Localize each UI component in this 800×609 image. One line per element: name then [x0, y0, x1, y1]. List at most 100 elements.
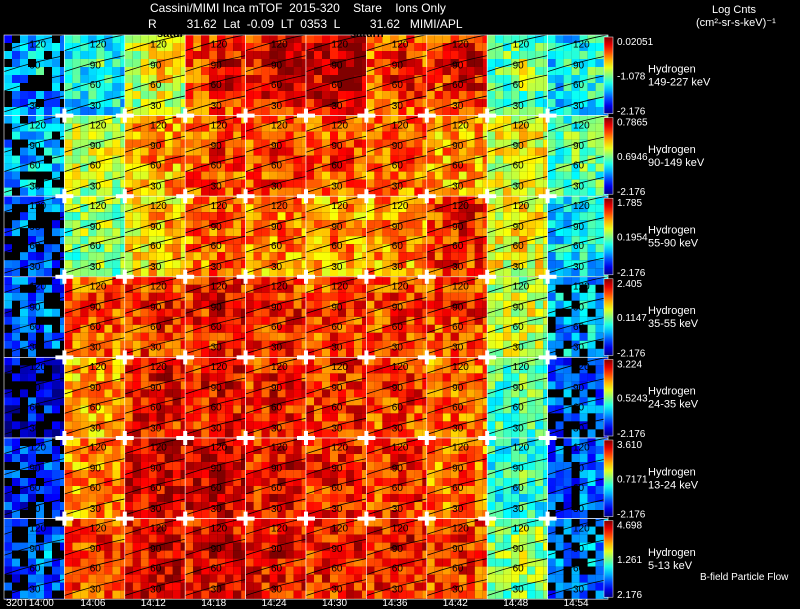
cross-marker: [364, 189, 369, 204]
contour-label: 120: [271, 523, 288, 534]
contour-line: [547, 34, 609, 52]
contour-line: [547, 114, 609, 132]
cross-marker: [364, 431, 369, 445]
contour-label: 120: [331, 40, 348, 51]
contour-label: 120: [392, 362, 409, 373]
contour-label: 90: [331, 141, 343, 152]
contour-label: 60: [90, 161, 102, 172]
heatmap-cell: [306, 196, 367, 277]
cross-marker: [243, 108, 248, 123]
contour-line: [3, 55, 65, 73]
contour-label: 60: [452, 241, 464, 252]
contour-label: 120: [331, 120, 348, 131]
contour-line: [487, 396, 548, 414]
contour-label: 90: [29, 141, 41, 152]
contour-line: [305, 176, 367, 193]
x-tick-label: 14:48: [503, 598, 528, 609]
legend-title: Log Cnts: [712, 4, 757, 16]
contour-label: 30: [271, 101, 283, 112]
colorbar-min: -2.176: [617, 348, 646, 359]
contour-line: [366, 458, 427, 476]
contour-line: [547, 195, 609, 213]
contour-line: [185, 176, 246, 193]
contour-line: [245, 55, 307, 73]
colorbar-mid: -1.078: [617, 71, 646, 82]
colorbar-max: 2.405: [617, 279, 642, 290]
cross-marker: [243, 189, 248, 204]
contour-label: 30: [513, 423, 525, 434]
contour-label: 120: [331, 443, 348, 454]
contour-line: [305, 417, 367, 435]
x-tick-label: 14:54: [564, 598, 589, 609]
contour-label: 30: [150, 504, 162, 515]
contour-line: [124, 235, 186, 253]
energy-label: 149-227 keV: [648, 76, 711, 88]
contour-label: 60: [452, 483, 464, 494]
contour-line: [305, 135, 367, 153]
contour-line: [426, 316, 488, 334]
cross-marker: [424, 350, 429, 365]
contour-line: [124, 377, 186, 395]
contour-line: [547, 176, 609, 193]
contour-label: 120: [573, 443, 590, 454]
contour-label: 60: [392, 161, 404, 172]
contour-label: 120: [211, 362, 228, 373]
contour-label: 30: [90, 343, 102, 354]
contour-label: 90: [150, 383, 162, 394]
contour-line: [366, 477, 427, 495]
cross-marker: [364, 269, 369, 284]
contour-line: [185, 477, 246, 495]
contour-line: [185, 558, 246, 575]
contour-line: [245, 558, 307, 575]
contour-label: 60: [573, 322, 585, 333]
contour-label: 120: [271, 120, 288, 131]
contour-label: 120: [392, 201, 409, 212]
contour-label: 60: [29, 564, 41, 575]
contour-label: 60: [452, 322, 464, 333]
contour-line: [426, 34, 488, 52]
contour-label: 30: [90, 262, 102, 273]
contour-label: 90: [392, 383, 404, 394]
contour-line: [124, 256, 186, 274]
contour-line: [3, 458, 65, 476]
contour-label: 60: [90, 402, 102, 413]
contour-line: [487, 558, 548, 575]
heatmap-cell: [245, 196, 306, 277]
contour-label: 120: [211, 443, 228, 454]
contour-label: 30: [573, 585, 585, 596]
contour-label: 90: [271, 141, 283, 152]
contour-line: [185, 135, 246, 153]
contour-line: [64, 396, 125, 414]
contour-line: [3, 135, 65, 153]
orbit-info: R 31.62 Lat -0.09 LT 0353 L 31.62 MIMI/A…: [148, 17, 463, 31]
contour-line: [487, 235, 548, 253]
cross-marker: [485, 350, 490, 365]
heatmap-cell: [306, 438, 367, 519]
contour-label: 30: [90, 423, 102, 434]
species-label: Hydrogen: [648, 466, 696, 478]
contour-label: 120: [573, 201, 590, 212]
contour-line: [305, 155, 367, 172]
chart-title: Cassini/MIMI Inca mTOF 2015-320 Stare Io…: [150, 1, 446, 15]
contour-label: 60: [392, 564, 404, 575]
colorbar-max: 3.610: [617, 440, 642, 451]
contour-label: 60: [150, 322, 162, 333]
contour-label: 120: [211, 201, 228, 212]
contour-line: [245, 235, 307, 253]
contour-label: 60: [392, 241, 404, 252]
contour-label: 60: [150, 80, 162, 91]
contour-line: [547, 538, 609, 556]
contour-label: 30: [271, 182, 283, 193]
cross-marker: [62, 511, 67, 526]
contour-label: 60: [331, 564, 343, 575]
contour-line: [3, 396, 65, 414]
contour-line: [547, 316, 609, 334]
contour-label: 120: [211, 120, 228, 131]
contour-label: 30: [271, 262, 283, 273]
contour-line: [64, 297, 125, 314]
contour-line: [3, 579, 65, 596]
cross-marker: [304, 511, 308, 526]
colorbar: [603, 439, 614, 517]
contour-line: [185, 216, 246, 234]
x-tick-label: 14:30: [322, 598, 347, 609]
